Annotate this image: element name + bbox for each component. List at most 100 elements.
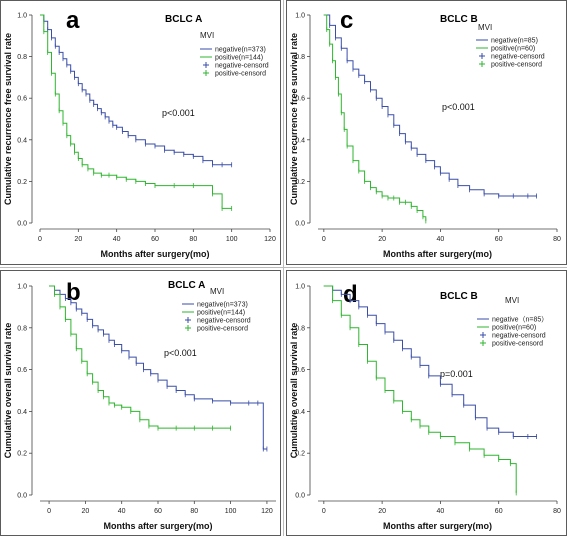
legend: negative(n=373)positive(n=144)negative-c… <box>200 47 269 78</box>
y-tick-label: 0.8 <box>295 325 305 332</box>
panel-frame <box>0 0 281 265</box>
series-line-positive <box>323 285 517 493</box>
y-tick-label: 0.2 <box>17 451 27 458</box>
x-tick-label: 20 <box>378 236 386 243</box>
panel-frame <box>286 270 567 536</box>
legend-entry-0: negative（n=85） <box>492 316 548 324</box>
x-axis-label: Months after surgery(mo) <box>100 249 209 259</box>
y-axis-label: Cumulative overall survival rate <box>3 323 13 459</box>
x-tick-label: 60 <box>154 508 162 515</box>
y-tick-label: 0.0 <box>17 493 27 500</box>
x-tick-label: 0 <box>322 508 326 515</box>
x-tick-label: 80 <box>553 236 561 243</box>
legend-entry-2: negative-censord <box>197 318 251 325</box>
y-tick-label: 0.6 <box>17 367 27 374</box>
legend-entry-0: negative(n=373) <box>215 47 266 54</box>
x-tick-label: 80 <box>553 508 561 515</box>
x-tick-label: 0 <box>38 236 42 243</box>
y-tick-label: 0.2 <box>295 179 305 186</box>
x-tick-label: 20 <box>81 508 89 515</box>
km-panel-d: 0 20 40 60 80 0.0 0.2 0.4 0.6 0.8 1.0 Months after … <box>286 270 567 536</box>
y-tick-label: 0.4 <box>295 137 305 144</box>
x-tick-label: 40 <box>118 508 126 515</box>
legend: negative(n=85)positive(n=60)negative-cen… <box>476 38 545 69</box>
x-tick-label: 20 <box>74 236 82 243</box>
legend-entry-1: positive(n=60) <box>491 46 535 53</box>
p-value-annotation: p<0.001 <box>162 108 195 118</box>
legend-entry-0: negative(n=85) <box>491 38 538 45</box>
y-tick-label: 0.8 <box>17 54 27 61</box>
panel-subtitle: BCLC A <box>168 280 205 291</box>
legend-entry-2: negative-censord <box>491 54 545 61</box>
y-axis-label: Cumulative overall survival rate <box>289 323 299 459</box>
panel-letter: a <box>66 7 80 34</box>
y-tick-label: 1.0 <box>17 13 27 20</box>
y-tick-label: 0.4 <box>295 409 305 416</box>
y-tick-label: 1.0 <box>295 284 305 291</box>
legend-entry-1: positive(n=60) <box>492 325 536 332</box>
panel-subtitle: BCLC A <box>165 14 202 25</box>
legend-title: MVI <box>478 23 492 32</box>
y-axis-label: Cumulative recurrence free survival rate <box>289 33 299 205</box>
x-axis-label: Months after surgery(mo) <box>103 521 212 531</box>
legend-title: MVI <box>200 31 214 40</box>
panel-subtitle: BCLC B <box>440 291 478 302</box>
x-tick-label: 40 <box>437 508 445 515</box>
x-tick-label: 80 <box>190 508 198 515</box>
y-tick-label: 0.8 <box>295 54 305 61</box>
y-tick-label: 1.0 <box>295 13 305 20</box>
legend: negative（n=85）positive(n=60)negative-cen… <box>477 316 548 348</box>
y-tick-label: 1.0 <box>17 284 27 291</box>
legend: negative(n=373)positive(n=144)negative-c… <box>182 302 251 333</box>
y-tick-label: 0.4 <box>17 137 27 144</box>
y-tick-label: 0.8 <box>17 325 27 332</box>
x-tick-label: 100 <box>226 236 238 243</box>
y-tick-label: 0.6 <box>295 367 305 374</box>
x-tick-label: 20 <box>378 508 386 515</box>
x-tick-label: 60 <box>495 236 503 243</box>
y-tick-label: 0.2 <box>17 179 27 186</box>
series-line-positive <box>323 14 427 221</box>
legend-entry-3: positive-censord <box>492 341 543 348</box>
series-line-negative <box>323 285 537 437</box>
p-value-annotation: p<0.001 <box>442 102 475 112</box>
y-tick-label: 0.0 <box>17 221 27 228</box>
km-panel-b: 0 20 40 60 80 100 120 0.0 0.2 0.4 0.6 0.8 1.0 Months … <box>0 270 281 536</box>
x-tick-label: 60 <box>495 508 503 515</box>
x-tick-label: 80 <box>189 236 197 243</box>
y-tick-label: 0.0 <box>295 493 305 500</box>
panel-subtitle: BCLC B <box>440 14 478 25</box>
y-axis-label: Cumulative recurrence free survival rate <box>3 33 13 205</box>
x-tick-label: 40 <box>437 236 445 243</box>
legend-entry-3: positive-censord <box>197 326 248 333</box>
legend-entry-2: negative-censord <box>492 333 546 340</box>
legend-title: MVI <box>505 296 519 305</box>
legend-entry-1: positive(n=144) <box>197 310 245 317</box>
series-line-negative <box>323 14 537 197</box>
x-tick-label: 60 <box>151 236 159 243</box>
legend-entry-2: negative-censord <box>215 63 269 70</box>
y-tick-label: 0.2 <box>295 451 305 458</box>
legend-entry-3: positive-censord <box>491 62 542 69</box>
x-tick-label: 120 <box>261 508 273 515</box>
x-tick-label: 40 <box>113 236 121 243</box>
y-tick-label: 0.4 <box>17 409 27 416</box>
panel-letter: c <box>340 7 353 34</box>
km-panel-a: 0 20 40 60 80 100 120 0.0 0.2 0.4 0.6 0.8 1.0 Months … <box>0 0 281 265</box>
panel-letter: b <box>66 279 81 306</box>
x-tick-label: 120 <box>264 236 276 243</box>
km-panel-c: 0 20 40 60 80 0.0 0.2 0.4 0.6 0.8 1.0 Months after … <box>286 0 567 265</box>
p-value-annotation: p=0.001 <box>440 369 473 379</box>
x-tick-label: 0 <box>47 508 51 515</box>
p-value-annotation: p<0.001 <box>164 348 197 358</box>
legend-title: MVI <box>210 287 224 296</box>
y-tick-label: 0.6 <box>17 96 27 103</box>
series-line-negative <box>49 285 267 450</box>
legend-entry-0: negative(n=373) <box>197 302 248 309</box>
legend-entry-3: positive-censord <box>215 71 266 78</box>
x-tick-label: 100 <box>225 508 237 515</box>
x-axis-label: Months after surgery(mo) <box>383 249 492 259</box>
legend-entry-1: positive(n=144) <box>215 55 263 62</box>
x-tick-label: 0 <box>322 236 326 243</box>
